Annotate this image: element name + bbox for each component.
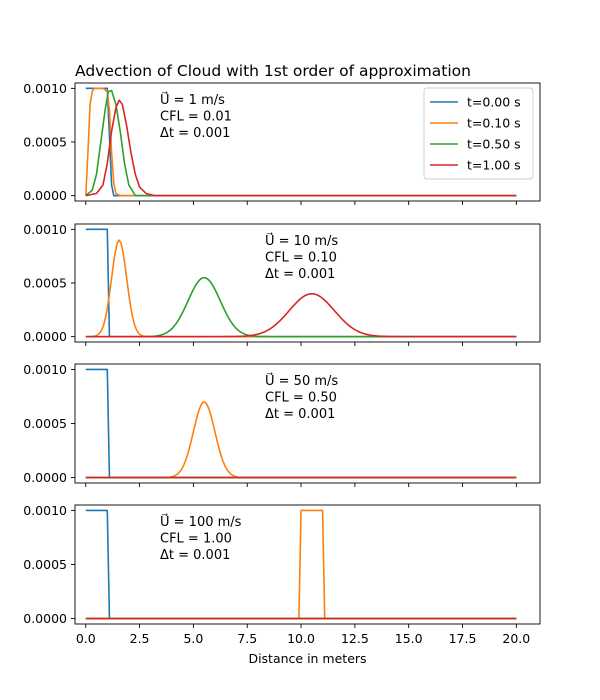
x-tick-label: 17.5 [449, 631, 477, 646]
annotation-line: CFL = 0.10 [265, 251, 337, 266]
legend: t=0.00 s t=0.10 s t=0.50 s t=1.00 s [423, 87, 534, 180]
x-tick-label: 7.5 [237, 631, 257, 646]
series-line-t-1-00-s [85, 99, 517, 197]
legend-label: t=0.50 s [467, 137, 521, 152]
annotation-line: CFL = 0.50 [265, 391, 337, 406]
annotation-line: U⃗ = 50 m/s [265, 373, 338, 389]
x-tick-label: 10.0 [287, 631, 315, 646]
legend-label: t=1.00 s [467, 158, 521, 173]
legend-frame [423, 87, 534, 180]
x-tick-label: 15.0 [395, 631, 423, 646]
chart-title: Advection of Cloud with 1st order of app… [75, 62, 471, 80]
annotation-line: Δt = 0.001 [160, 548, 230, 563]
annotation-line: U⃗ = 100 m/s [160, 514, 242, 530]
y-tick-label: 0.0010 [23, 222, 67, 237]
plot-frame [74, 82, 541, 202]
legend-label: t=0.00 s [467, 95, 521, 110]
annotation-line: U⃗ = 1 m/s [160, 92, 225, 108]
x-tick-label: 12.5 [341, 631, 369, 646]
y-tick-label: 0.0000 [23, 611, 67, 626]
x-tick-label: 5.0 [183, 631, 203, 646]
plot-frame [74, 504, 541, 625]
y-tick-label: 0.0005 [23, 276, 67, 291]
plot-frame [74, 363, 541, 484]
legend-label: t=0.10 s [467, 116, 521, 131]
series-line-t-0-50-s [85, 89, 517, 197]
annotation-line: CFL = 0.01 [160, 110, 232, 125]
series-line-t-1-00-s [85, 292, 517, 338]
subplot-1: 0.0000 0.0005 0.0010 U⃗ = 1 m/s CFL = 0.01Δt… [23, 81, 541, 205]
y-tick-label: 0.0010 [23, 81, 67, 96]
x-tick-label: 2.5 [130, 631, 150, 646]
annotation-line: Δt = 0.001 [265, 407, 335, 422]
y-tick-label: 0.0005 [23, 557, 67, 572]
y-tick-label: 0.0010 [23, 503, 67, 518]
series-line-t-0-10-s [85, 509, 517, 620]
annotation-line: Δt = 0.001 [160, 126, 230, 141]
x-tick-label: 20.0 [502, 631, 530, 646]
x-tick-label: 0.0 [76, 631, 96, 646]
plot-frame [74, 223, 541, 343]
y-tick-label: 0.0005 [23, 416, 67, 431]
series-line-t-0-10-s [84, 87, 517, 197]
x-axis-label: Distance in meters [248, 651, 366, 666]
subplot-2: 0.0000 0.0005 0.0010 U⃗ = 10 m/s CFL = 0.10Δ… [23, 222, 541, 346]
annotation-line: CFL = 1.00 [160, 532, 232, 547]
annotation-line: Δt = 0.001 [265, 267, 335, 282]
subplot-4: 0.0000 0.0005 0.0010 0.0 2.5 5.0 7.5 10.0 12.5 15… [23, 503, 541, 646]
y-tick-label: 0.0000 [23, 188, 67, 203]
y-tick-label: 0.0010 [23, 362, 67, 377]
y-tick-label: 0.0000 [23, 329, 67, 344]
annotation-line: U⃗ = 10 m/s [265, 233, 338, 249]
subplot-3: 0.0000 0.0005 0.0010 U⃗ = 50 m/s CFL = 0.50Δ… [23, 362, 541, 487]
y-tick-label: 0.0000 [23, 470, 67, 485]
series-line-t-0-50-s [85, 276, 517, 338]
y-tick-label: 0.0005 [23, 135, 67, 150]
